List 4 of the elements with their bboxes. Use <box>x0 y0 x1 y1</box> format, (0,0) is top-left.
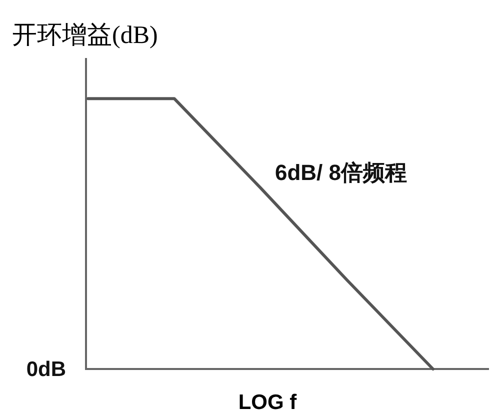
y-axis-title: 开环增益(dB) <box>12 22 158 49</box>
annotation: 6dB/ 8倍频程 <box>275 160 408 185</box>
text: 0dB <box>26 358 66 381</box>
x-axis-title: LOG f <box>238 391 298 414</box>
